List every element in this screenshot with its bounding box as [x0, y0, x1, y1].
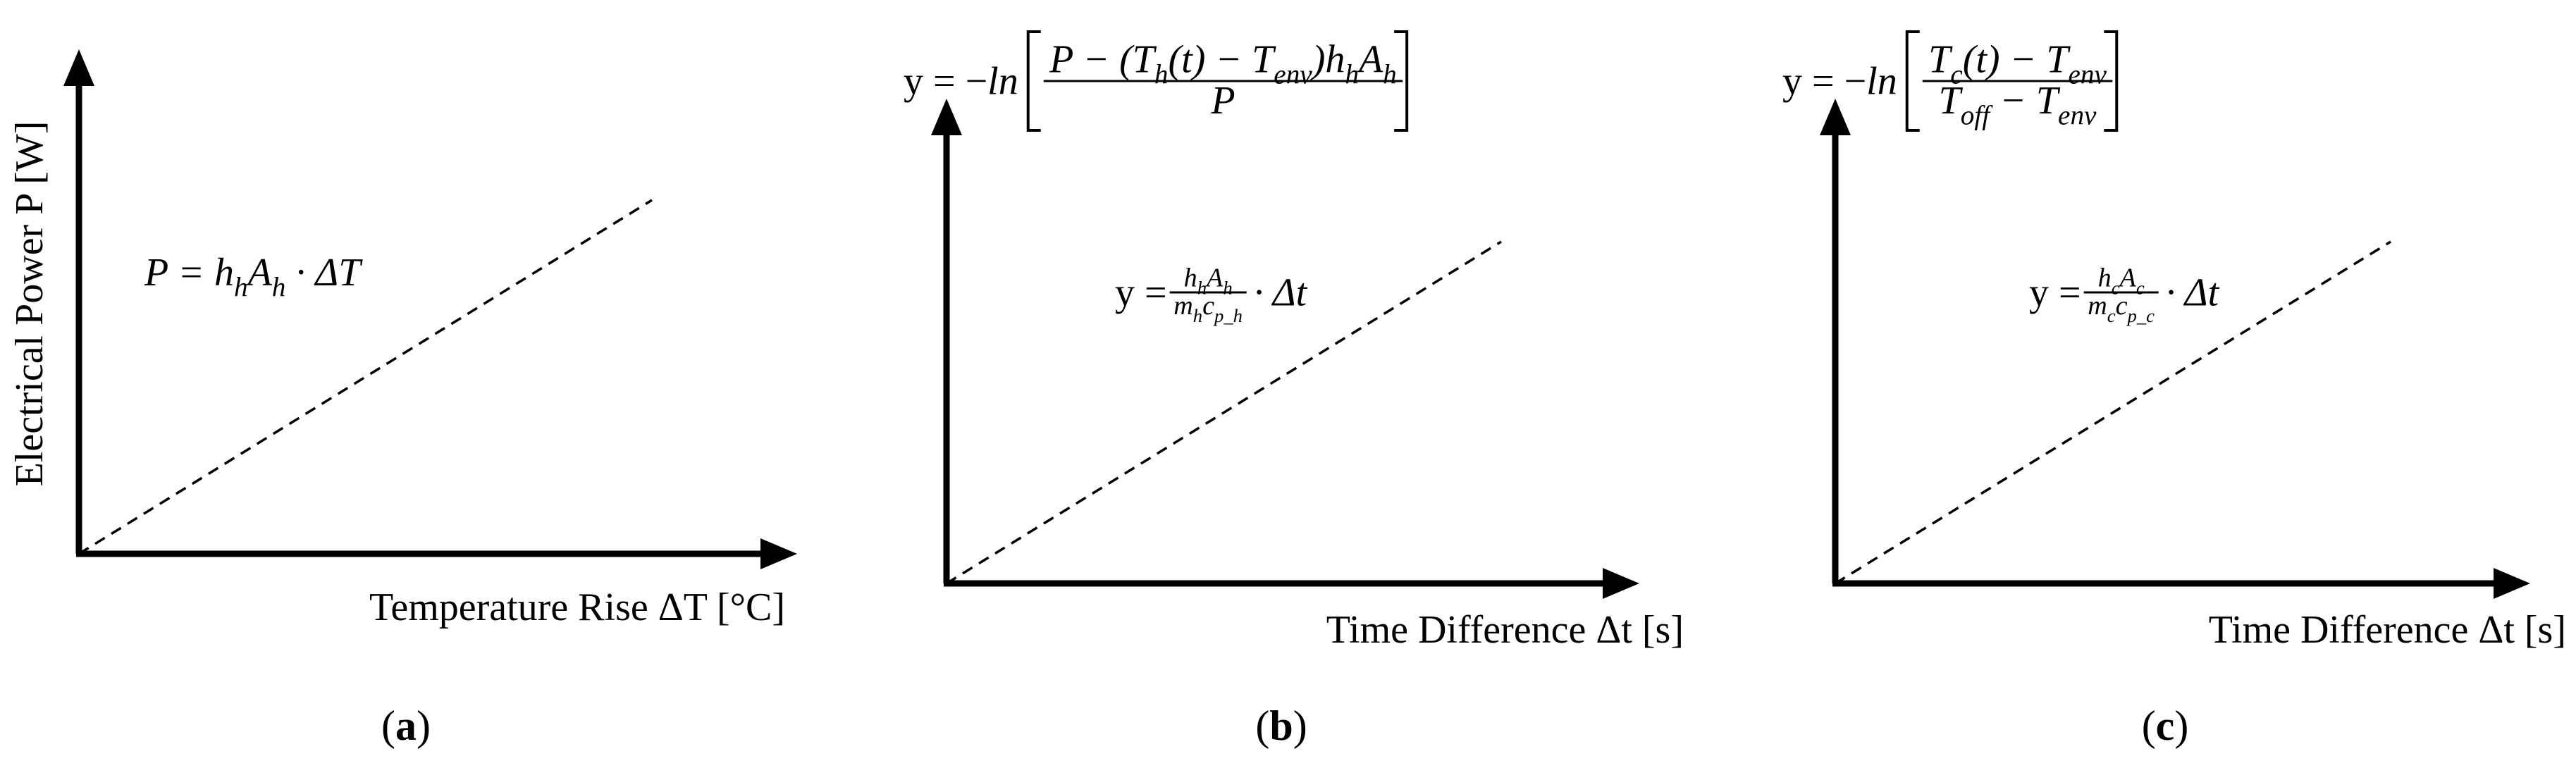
dashed-line	[946, 240, 1502, 585]
math-text: c	[1202, 291, 1214, 321]
caption-part: a	[395, 702, 417, 749]
subscript: h	[234, 273, 248, 303]
caption-part: (	[2142, 702, 2156, 749]
math-text: T	[1928, 38, 1953, 82]
math-text: h	[1184, 264, 1197, 293]
bracket	[1026, 30, 1041, 132]
subscript: h	[1154, 59, 1169, 89]
math-text: A	[2118, 264, 2137, 293]
caption-part: )	[1293, 702, 1307, 749]
denominator: P	[1210, 79, 1235, 123]
math-text: m	[1173, 291, 1193, 321]
x-axis-label: Time Difference Δt [s]	[1326, 608, 1684, 652]
numerator: Tc(t) − Tenv	[1928, 38, 2107, 90]
equation-lhs: y = −ln	[1782, 59, 1897, 103]
math-text: (t) − T	[1169, 38, 1277, 82]
subscript: p_c	[2126, 305, 2155, 326]
math-text: (t) − T	[1963, 38, 2071, 82]
equation-rhs: · Δt	[2166, 271, 2220, 314]
function-name: ln	[1866, 59, 1897, 103]
math-text: A	[245, 251, 273, 295]
equation-lhs: y =	[2029, 271, 2081, 314]
caption-part: (	[1255, 702, 1269, 749]
math-text: h	[2098, 264, 2112, 293]
x-arrowhead	[760, 538, 797, 569]
y-arrowhead	[931, 99, 962, 135]
math-text: y = −	[904, 59, 987, 103]
x-arrowhead	[1603, 568, 1639, 599]
caption: (a)	[381, 702, 431, 749]
math-text: − T	[1990, 79, 2061, 123]
equation: P = hhAh · ΔT	[144, 251, 363, 303]
caption-part: b	[1269, 702, 1293, 749]
subscript: env	[1274, 59, 1312, 89]
caption-part: (	[381, 702, 395, 749]
math-text: P	[1210, 79, 1235, 123]
caption-part: )	[417, 702, 431, 749]
math-text: y = −	[1782, 59, 1866, 103]
denominator: mhcp_h	[1173, 291, 1243, 326]
x-arrowhead	[2494, 568, 2530, 599]
bracket	[1905, 30, 1920, 132]
subscript: h	[1193, 305, 1202, 326]
subscript: off	[1961, 101, 1993, 131]
bracket	[2104, 30, 2119, 132]
denominator: Toff − Tenv	[1939, 79, 2097, 131]
dashed-line	[1835, 240, 2391, 585]
caption-part: )	[2174, 702, 2188, 749]
x-axis-label: Time Difference Δt [s]	[2209, 608, 2566, 652]
subscript: c	[1950, 59, 1962, 89]
subscript: p_h	[1213, 305, 1243, 326]
equation-rhs: · Δt	[1254, 271, 1308, 314]
y-arrowhead	[63, 49, 94, 86]
equation-lhs: y =	[1115, 271, 1167, 314]
bracket	[1394, 30, 1409, 132]
math-text: A	[1204, 264, 1224, 293]
subscript: env	[2058, 101, 2097, 131]
subscript: env	[2068, 59, 2107, 89]
subscript: h	[1383, 59, 1397, 89]
denominator: mccp_c	[2088, 291, 2155, 326]
math-text: A	[1356, 38, 1383, 82]
subscript: c	[2107, 305, 2116, 326]
subscript: c	[2136, 277, 2145, 298]
caption: (b)	[1255, 702, 1307, 749]
math-text: c	[2116, 291, 2128, 321]
math-text: T	[1939, 79, 1964, 123]
math-text: P = h	[144, 251, 234, 295]
function-name: ln	[987, 59, 1018, 103]
subscript: h	[1345, 59, 1359, 89]
math-text: )h	[1310, 38, 1345, 82]
y-arrowhead	[1820, 99, 1851, 135]
math-text: · ΔT	[285, 251, 363, 295]
subscript: h	[272, 273, 286, 303]
numerator: P − (Th(t) − Tenv)hhAh	[1049, 38, 1397, 90]
equation-lhs: y = −ln	[904, 59, 1018, 103]
caption-part: c	[2156, 702, 2175, 749]
math-text: m	[2088, 291, 2107, 321]
dashed-line	[78, 199, 653, 555]
math-text: P − (T	[1049, 38, 1157, 82]
caption: (c)	[2142, 702, 2189, 749]
x-axis-label: Temperature Rise ΔT [°C]	[369, 586, 785, 629]
y-axis-label: Electrical Power P [W]	[8, 121, 51, 487]
subscript: h	[1223, 277, 1232, 298]
